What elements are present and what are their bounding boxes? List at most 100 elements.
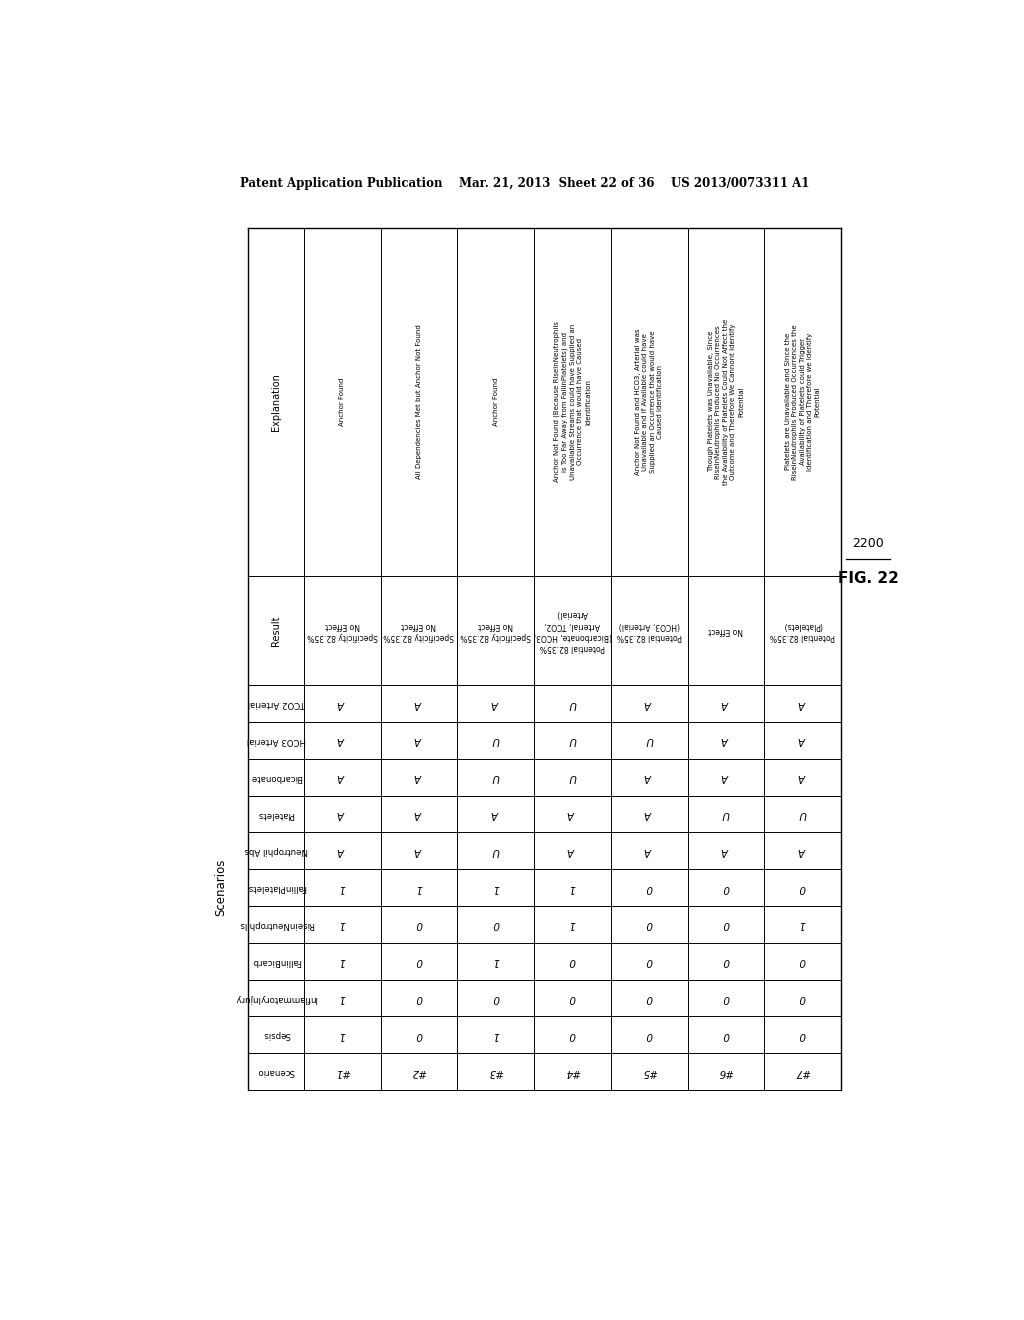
Text: FallinPlatelets: FallinPlatelets <box>247 883 305 892</box>
Text: #7: #7 <box>795 1067 810 1077</box>
Text: InflammatoryInjury: InflammatoryInjury <box>234 994 317 1003</box>
Text: Explanation: Explanation <box>271 372 281 430</box>
Text: 0: 0 <box>646 993 652 1003</box>
Text: HCO3 Arterial: HCO3 Arterial <box>247 737 305 744</box>
Text: 0: 0 <box>723 920 729 929</box>
Text: Anchor Found: Anchor Found <box>339 378 345 426</box>
Text: A: A <box>569 846 577 855</box>
Text: FallinBicarb: FallinBicarb <box>251 957 301 966</box>
Text: Though Platelets was Unavailable, Since
RiseinNeutrophils Produced No Occurrence: Though Platelets was Unavailable, Since … <box>708 318 743 484</box>
Text: U: U <box>568 772 577 783</box>
Text: 1: 1 <box>569 883 575 892</box>
Text: U: U <box>492 735 500 746</box>
Text: 0: 0 <box>416 993 422 1003</box>
Text: 1: 1 <box>416 883 422 892</box>
Text: All Dependencies Met but Anchor Not Found: All Dependencies Met but Anchor Not Foun… <box>416 325 422 479</box>
Text: 0: 0 <box>646 956 652 966</box>
Text: TCO2 Arterial: TCO2 Arterial <box>248 700 305 708</box>
Text: U: U <box>492 846 500 855</box>
Text: A: A <box>799 698 806 709</box>
Text: 0: 0 <box>800 1030 806 1040</box>
Text: U: U <box>722 809 730 820</box>
Text: Potential 82.35%
(HCO3, Arterial): Potential 82.35% (HCO3, Arterial) <box>616 620 682 640</box>
Text: U: U <box>568 735 577 746</box>
Text: A: A <box>339 772 346 783</box>
Text: U: U <box>568 698 577 709</box>
Text: A: A <box>493 809 500 820</box>
Text: 0: 0 <box>723 956 729 966</box>
Text: #5: #5 <box>641 1067 656 1077</box>
Text: A: A <box>416 772 423 783</box>
Text: #6: #6 <box>718 1067 733 1077</box>
Text: A: A <box>339 809 346 820</box>
Text: A: A <box>722 735 729 746</box>
Text: Platelets: Platelets <box>257 809 295 818</box>
Text: Sepsis: Sepsis <box>262 1031 290 1039</box>
Text: U: U <box>645 735 653 746</box>
Text: A: A <box>645 809 652 820</box>
Text: Patent Application Publication    Mar. 21, 2013  Sheet 22 of 36    US 2013/00733: Patent Application Publication Mar. 21, … <box>240 177 810 190</box>
Text: Platelets are Unavailable and Since the
RiseinNeutrophils Produced Occurrences t: Platelets are Unavailable and Since the … <box>784 323 820 479</box>
Text: A: A <box>339 735 346 746</box>
Text: 0: 0 <box>800 993 806 1003</box>
Text: 2200: 2200 <box>852 537 884 550</box>
Text: U: U <box>492 772 500 783</box>
Text: 0: 0 <box>569 956 575 966</box>
Text: 0: 0 <box>723 993 729 1003</box>
Text: 1: 1 <box>339 956 346 966</box>
Text: Specificity 82.35%
No Effect: Specificity 82.35% No Effect <box>384 620 455 640</box>
Text: 1: 1 <box>339 993 346 1003</box>
Text: Anchor Found: Anchor Found <box>493 378 499 426</box>
Text: A: A <box>722 772 729 783</box>
Text: #2: #2 <box>412 1067 427 1077</box>
Text: 0: 0 <box>569 1030 575 1040</box>
Text: A: A <box>569 809 577 820</box>
Text: Potential 82.35%
(Platelets): Potential 82.35% (Platelets) <box>770 620 836 640</box>
Text: 0: 0 <box>646 920 652 929</box>
Text: A: A <box>799 735 806 746</box>
Text: 0: 0 <box>416 956 422 966</box>
Text: 0: 0 <box>646 883 652 892</box>
Text: Scenarios: Scenarios <box>214 859 227 916</box>
Text: Result: Result <box>271 615 281 645</box>
Text: 1: 1 <box>339 920 346 929</box>
Text: 1: 1 <box>339 883 346 892</box>
Text: A: A <box>799 772 806 783</box>
Text: A: A <box>339 846 346 855</box>
Text: #3: #3 <box>488 1067 504 1077</box>
Text: RiseinNeutrophils: RiseinNeutrophils <box>239 920 313 929</box>
Text: 0: 0 <box>493 993 499 1003</box>
Text: #1: #1 <box>335 1067 350 1077</box>
Text: 0: 0 <box>416 1030 422 1040</box>
Text: 1: 1 <box>493 956 499 966</box>
Text: Specificity 82.35%
No Effect: Specificity 82.35% No Effect <box>307 620 378 640</box>
Text: 1: 1 <box>569 920 575 929</box>
Text: U: U <box>799 809 807 820</box>
Text: A: A <box>799 846 806 855</box>
Text: A: A <box>645 846 652 855</box>
Text: 0: 0 <box>800 956 806 966</box>
Text: 0: 0 <box>646 1030 652 1040</box>
Text: 1: 1 <box>800 920 806 929</box>
Text: Potential 82.35%
(Bicarbonate, HCO3,
Arterial, TCO2,
Arterial): Potential 82.35% (Bicarbonate, HCO3, Art… <box>534 610 611 652</box>
Text: A: A <box>722 846 729 855</box>
Text: A: A <box>645 772 652 783</box>
Text: No Effect: No Effect <box>709 626 743 635</box>
Text: A: A <box>416 846 423 855</box>
Text: #4: #4 <box>565 1067 581 1077</box>
Text: 1: 1 <box>493 883 499 892</box>
Text: 0: 0 <box>800 883 806 892</box>
Text: 0: 0 <box>493 920 499 929</box>
Text: A: A <box>493 698 500 709</box>
Text: 0: 0 <box>416 920 422 929</box>
Text: 1: 1 <box>339 1030 346 1040</box>
Text: A: A <box>722 698 729 709</box>
Text: FIG. 22: FIG. 22 <box>838 570 899 586</box>
Text: A: A <box>339 698 346 709</box>
Text: 0: 0 <box>723 883 729 892</box>
Text: Anchor Not Found (Because RiseinNeutrophils
is Too Far Away from FallinPlatelets: Anchor Not Found (Because RiseinNeutroph… <box>554 321 591 482</box>
Text: A: A <box>416 698 423 709</box>
Text: A: A <box>645 698 652 709</box>
Text: Specificity 82.35%
No Effect: Specificity 82.35% No Effect <box>461 620 531 640</box>
Text: Neutrophil Abs: Neutrophil Abs <box>244 846 308 855</box>
